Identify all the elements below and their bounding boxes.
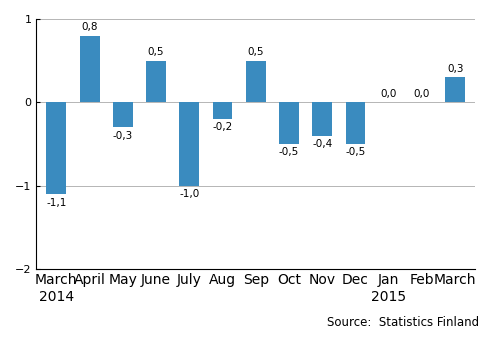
- Text: 0,8: 0,8: [82, 22, 98, 32]
- Bar: [80, 36, 99, 102]
- Bar: [279, 102, 299, 144]
- Text: 0,5: 0,5: [247, 47, 264, 57]
- Text: -0,4: -0,4: [312, 139, 332, 149]
- Bar: [445, 77, 465, 102]
- Bar: [312, 102, 332, 136]
- Text: 0,0: 0,0: [380, 89, 397, 99]
- Bar: [246, 61, 266, 102]
- Bar: [179, 102, 199, 186]
- Text: -0,3: -0,3: [113, 131, 133, 141]
- Text: -0,2: -0,2: [212, 122, 233, 133]
- Text: -1,0: -1,0: [179, 189, 200, 199]
- Text: -0,5: -0,5: [345, 147, 366, 158]
- Text: 0,5: 0,5: [148, 47, 165, 57]
- Bar: [345, 102, 366, 144]
- Bar: [46, 102, 66, 194]
- Text: -0,5: -0,5: [279, 147, 299, 158]
- Bar: [212, 102, 233, 119]
- Text: Source:  Statistics Finland: Source: Statistics Finland: [327, 316, 479, 329]
- Text: 0,0: 0,0: [414, 89, 430, 99]
- Text: 0,3: 0,3: [447, 64, 463, 74]
- Text: -1,1: -1,1: [46, 198, 67, 207]
- Bar: [146, 61, 166, 102]
- Bar: [113, 102, 133, 127]
